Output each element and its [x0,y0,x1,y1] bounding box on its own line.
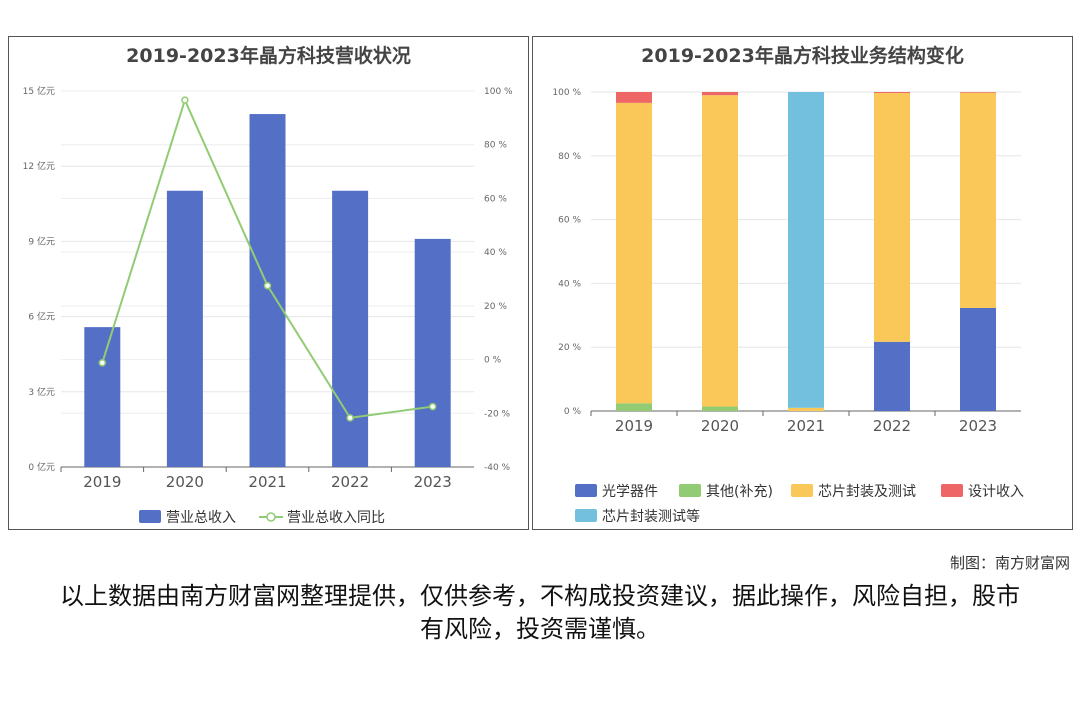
bar [332,190,369,468]
structure-chart-panel: 2019-2023年晶方科技业务结构变化 0 % 20 % 40 % 60 % 80 %… [532,36,1073,530]
stacked-bar-segment [874,341,910,411]
revenue-chart: 0 亿元 3 亿元 6 亿元 9 亿元 12 亿元 15 亿元 -40 % -20 % 0 % 2… [23,85,513,526]
legend-label: 光学器件 [602,484,658,500]
x-tick-label: 2021 [248,473,286,491]
stacked-bar-segment [874,92,910,342]
y2-tick-label: 40 % [484,248,507,258]
legend-swatch [139,510,161,523]
stacked-bar-segment [616,92,652,103]
y2-tick-label: 60 % [484,194,507,204]
revenue-chart-panel: 2019-2023年晶方科技营收状况 0 亿元 3 亿元 6 亿元 9 亿元 12 亿元… [8,36,529,530]
legend-swatch [791,484,813,497]
x-tick-label: 2020 [166,473,204,491]
bar [84,327,121,467]
legend-swatch [575,509,597,522]
legend-label: 其他(补充) [706,484,773,500]
y2-tick-label: 100 % [484,87,513,97]
y-tick-label: 0 % [564,407,582,417]
y-tick-label: 60 % [558,216,581,226]
line-point [428,402,437,411]
y-tick-label: 0 亿元 [28,461,55,473]
stacked-bar-segment [960,92,996,93]
stacked-bar-segment [788,407,824,411]
y-tick-label: 20 % [558,343,581,353]
legend-label: 营业总收入 [166,510,236,526]
chart-title: 2019-2023年晶方科技营收状况 [126,45,411,67]
x-tick-label: 2020 [701,417,739,435]
legend-swatch [575,484,597,497]
y2-tick-label: -20 % [484,409,511,419]
y-tick-label: 12 亿元 [23,160,55,172]
y-tick-label: 6 亿元 [28,311,55,323]
bar [249,114,286,467]
legend-label: 芯片封装测试等 [602,508,700,525]
y2-tick-label: 0 % [484,356,502,366]
x-tick-label: 2021 [787,417,825,435]
y-tick-label: 100 % [552,88,581,98]
chart-title: 2019-2023年晶方科技业务结构变化 [641,45,964,67]
stacked-bar-segment [702,406,738,411]
y2-tick-label: -40 % [484,463,511,473]
y-tick-label: 15 亿元 [23,85,55,97]
stacked-bar-segment [960,92,996,308]
y2-tick-label: 20 % [484,302,507,312]
legend-swatch [679,484,701,497]
y2-tick-label: 80 % [484,141,507,151]
x-tick-label: 2022 [331,473,369,491]
legend-swatch [941,484,963,497]
stacked-bar-segment [702,92,738,96]
legend-label: 设计收入 [968,484,1024,500]
line-point [263,281,272,290]
x-tick-label: 2019 [615,417,653,435]
y-tick-label: 9 亿元 [28,235,55,247]
bar [414,238,451,467]
legend-swatch [266,512,276,522]
x-tick-label: 2022 [873,417,911,435]
structure-chart: 0 % 20 % 40 % 60 % 80 % 100 % 2019 2020 2021 2022… [552,88,1024,525]
line-point [181,96,189,104]
credit: 制图：南方财富网 [949,554,1070,572]
stacked-bar-segment [788,92,824,408]
stacked-bar-segment [702,95,738,407]
y-tick-label: 3 亿元 [28,386,55,398]
stacked-bar-segment [616,102,652,404]
y-tick-label: 80 % [558,152,581,162]
x-tick-label: 2023 [414,473,452,491]
stacked-bar-segment [874,92,910,93]
bar [166,190,203,468]
x-tick-label: 2023 [959,417,997,435]
y-tick-label: 40 % [558,279,581,289]
legend-label: 芯片封装及测试 [818,484,916,500]
disclaimer: 以上数据由南方财富网整理提供，仅供参考，不构成投资建议，据此操作，风险自担，股市… [60,582,1020,643]
line-point [98,359,107,367]
line-point [346,414,354,422]
stacked-bar-segment [616,403,652,411]
x-tick-label: 2019 [83,473,121,491]
legend-label: 营业总收入同比 [287,510,385,526]
stacked-bar-segment [960,307,996,411]
